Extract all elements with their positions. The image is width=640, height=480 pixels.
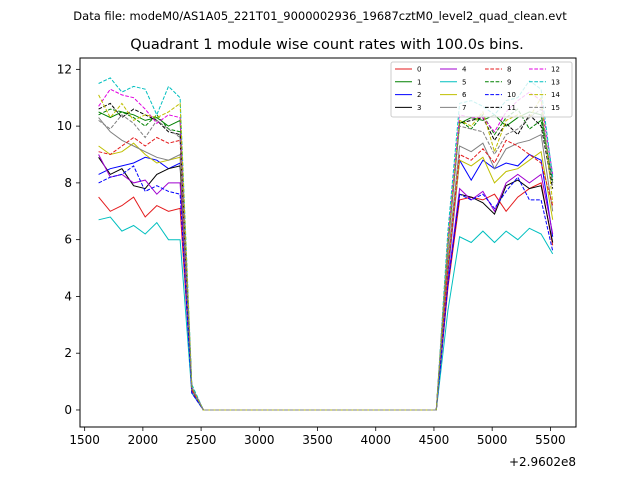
series-line-9: [98, 108, 554, 411]
y-axis: 0 2 4 6 8 10 12: [57, 62, 80, 417]
x-tick-label: 3500: [302, 433, 333, 447]
x-tick-label: 5500: [535, 433, 566, 447]
series-line-15: [98, 108, 554, 411]
legend-label-4: 4: [462, 66, 467, 74]
x-tick-label: 4000: [360, 433, 391, 447]
x-tick-label: 2500: [186, 433, 217, 447]
legend-label-15: 15: [551, 104, 560, 112]
legend-label-6: 6: [462, 91, 467, 99]
legend-label-9: 9: [507, 78, 511, 86]
legend-label-8: 8: [507, 66, 511, 74]
x-axis: 1500 2000 2500 3000 3500 4000 4500 5000 5500: [69, 427, 566, 447]
legend-label-2: 2: [417, 91, 421, 99]
x-tick-label: 5000: [477, 433, 508, 447]
y-tick-label: 12: [57, 62, 72, 76]
legend-label-14: 14: [551, 91, 560, 99]
legend-label-5: 5: [462, 78, 466, 86]
legend-label-3: 3: [417, 104, 421, 112]
legend-label-13: 13: [551, 78, 560, 86]
legend-label-7: 7: [462, 104, 466, 112]
x-offset-label: +2.9602e8: [509, 455, 576, 469]
legend-label-10: 10: [507, 91, 516, 99]
legend-frame: [390, 61, 573, 118]
figure-suptitle: Data file: modeM0/AS1A05_221T01_90000029…: [73, 9, 567, 23]
y-tick-label: 6: [64, 233, 72, 247]
axes-frame: [79, 57, 577, 428]
series-line-14: [98, 94, 554, 411]
y-tick-label: 2: [64, 346, 72, 360]
y-tick-label: 0: [64, 403, 72, 417]
y-tick-label: 4: [64, 289, 72, 303]
y-tick-label: 10: [57, 119, 72, 133]
x-tick-label: 2000: [128, 433, 159, 447]
chart-title: Quadrant 1 module wise count rates with …: [130, 37, 524, 53]
legend-label-1: 1: [417, 78, 421, 86]
legend-label-11: 11: [507, 104, 516, 112]
x-tick-label: 3000: [244, 433, 275, 447]
legend-label-12: 12: [551, 66, 560, 74]
y-tick-label: 8: [64, 176, 72, 190]
legend-label-0: 0: [417, 66, 421, 74]
series-line-12: [98, 88, 554, 411]
x-tick-label: 4500: [419, 433, 450, 447]
x-tick-label: 1500: [69, 433, 100, 447]
